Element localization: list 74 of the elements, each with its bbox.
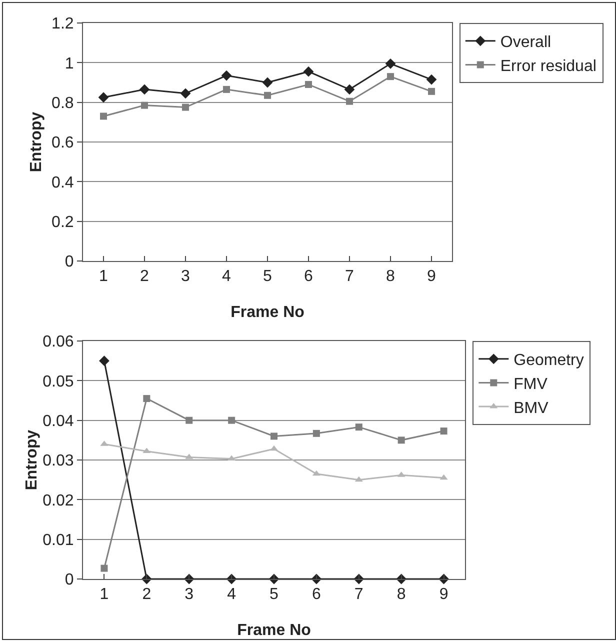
- x-tick-label: 4: [222, 268, 232, 286]
- point: [228, 455, 236, 461]
- point: [354, 476, 363, 482]
- point: [398, 436, 405, 444]
- legend-label: FMV: [514, 376, 548, 393]
- y-tick-label: 0.6: [52, 134, 74, 152]
- point: [387, 73, 394, 80]
- point: [223, 86, 230, 93]
- point: [99, 356, 110, 366]
- point: [139, 84, 150, 95]
- x-tick-label: 9: [427, 268, 436, 286]
- x-tick-label: 4: [227, 586, 236, 604]
- point: [426, 74, 437, 85]
- point: [141, 102, 148, 109]
- point: [228, 416, 236, 424]
- point: [100, 112, 107, 120]
- y-tick-label: 0: [64, 254, 74, 271]
- point: [355, 424, 362, 431]
- x-tick-label: 5: [270, 586, 279, 604]
- y-tick-label: 0.06: [42, 334, 74, 351]
- x-axis-title: Frame No: [237, 622, 312, 639]
- x-tick-label: 3: [181, 268, 190, 286]
- y-tick-label: 0.2: [52, 214, 74, 231]
- y-tick-label: 0: [64, 572, 74, 589]
- point: [186, 416, 193, 424]
- point: [440, 474, 448, 480]
- point: [142, 448, 151, 454]
- y-tick-label: 0.04: [42, 412, 74, 430]
- x-tick-label: 6: [312, 586, 321, 604]
- point: [346, 98, 353, 105]
- x-tick-label: 7: [345, 268, 354, 286]
- point: [180, 88, 191, 99]
- x-tick-label: 8: [396, 586, 406, 604]
- point: [143, 395, 150, 402]
- x-tick-label: 1: [99, 268, 108, 286]
- point: [98, 92, 109, 103]
- x-tick-label: 2: [142, 586, 152, 604]
- x-tick-label: 5: [263, 268, 272, 286]
- y-tick-label: 0.02: [42, 492, 74, 510]
- y-tick-label: 0.4: [52, 174, 74, 192]
- y-tick-label: 0.05: [42, 373, 74, 390]
- x-tick-label: 7: [354, 586, 364, 604]
- y-axis-title: Entropy: [28, 112, 45, 172]
- x-tick-label: 6: [304, 268, 314, 286]
- legend-label: Overall: [500, 34, 552, 52]
- point: [262, 77, 273, 88]
- y-axis-title: Entropy: [24, 430, 41, 490]
- x-tick-label: 8: [386, 268, 396, 286]
- x-tick-label: 1: [100, 586, 109, 604]
- point: [264, 92, 271, 99]
- y-tick-label: 1: [64, 55, 74, 72]
- legend-label: BMV: [514, 400, 549, 417]
- x-tick-label: 9: [439, 586, 448, 604]
- point: [428, 88, 435, 95]
- point: [312, 470, 320, 476]
- y-tick-label: 0.8: [52, 94, 74, 112]
- point: [344, 84, 355, 95]
- point: [182, 104, 189, 111]
- x-axis-title: Frame No: [230, 304, 305, 321]
- x-tick-label: 2: [140, 268, 150, 286]
- y-tick-label: 0.01: [42, 532, 74, 549]
- legend-label: Error residual: [500, 58, 596, 75]
- point: [305, 80, 312, 88]
- point: [312, 430, 320, 437]
- point: [100, 564, 108, 572]
- point: [440, 428, 448, 435]
- point: [270, 432, 278, 440]
- x-tick-label: 3: [184, 586, 194, 604]
- point: [221, 70, 232, 81]
- point: [385, 58, 396, 69]
- y-tick-label: 0.03: [42, 452, 74, 470]
- legend-label: Geometry: [514, 352, 584, 370]
- y-tick-label: 1.2: [52, 16, 74, 33]
- point: [303, 66, 314, 77]
